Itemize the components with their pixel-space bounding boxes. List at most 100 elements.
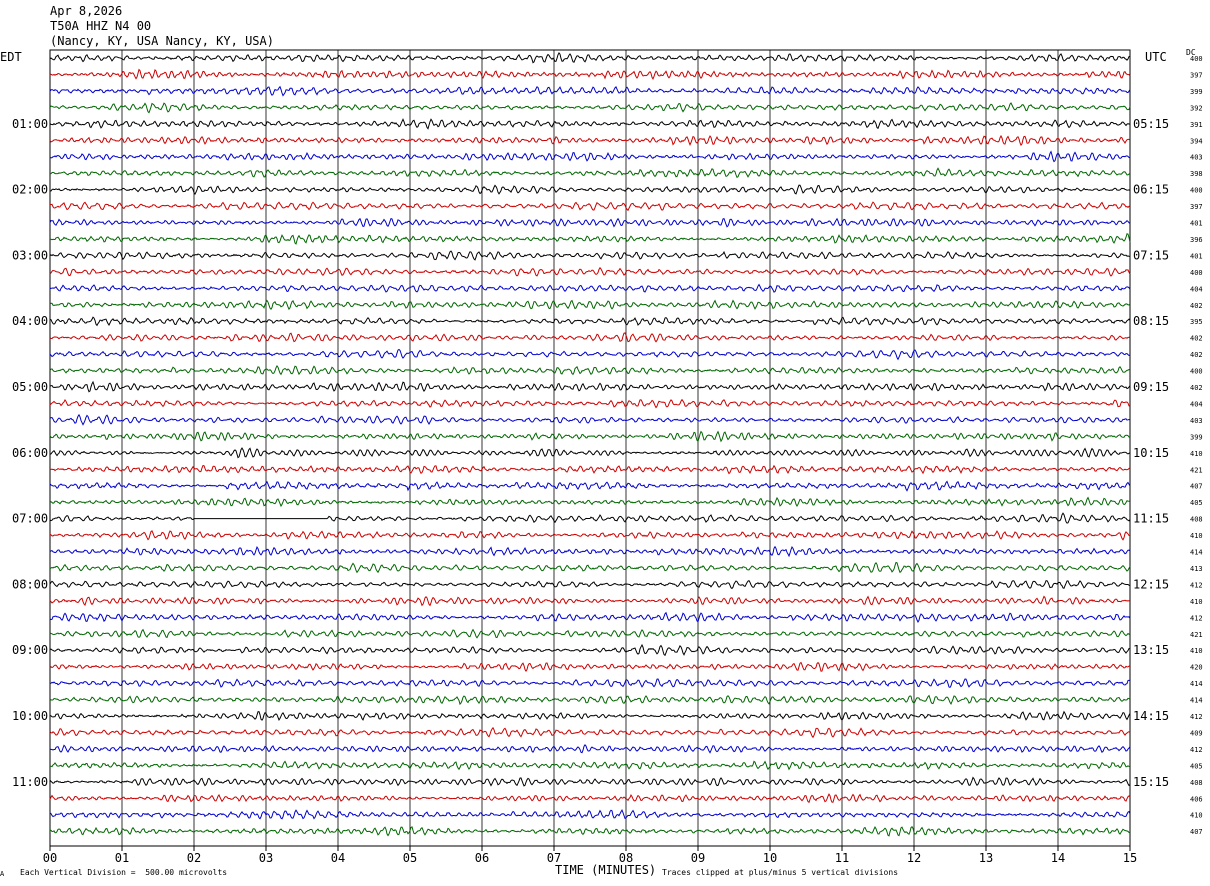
utc-hour-label: 15:15 xyxy=(1133,775,1169,789)
utc-hour-label: 12:15 xyxy=(1133,577,1169,591)
x-tick-label: 11 xyxy=(835,851,849,865)
dc-offset-label: 413 xyxy=(1190,565,1203,573)
dc-offset-label: 407 xyxy=(1190,828,1203,836)
seismic-trace xyxy=(49,447,1131,459)
dc-offset-label: 402 xyxy=(1190,302,1203,310)
plot-frame xyxy=(49,49,1131,847)
utc-hour-label: 07:15 xyxy=(1133,248,1169,262)
dc-offset-label: 400 xyxy=(1190,187,1203,195)
dc-offset-label: 408 xyxy=(1190,779,1203,787)
x-tick-label: 09 xyxy=(691,851,705,865)
dc-offset-label: 404 xyxy=(1190,285,1203,293)
dc-offset-label: 405 xyxy=(1190,762,1203,770)
x-axis-title: TIME (MINUTES) xyxy=(555,863,657,877)
x-tick-label: 14 xyxy=(1051,851,1065,865)
dc-offset-label: 400 xyxy=(1190,269,1203,277)
seismic-trace xyxy=(49,430,1131,443)
dc-offset-label: 392 xyxy=(1190,104,1203,112)
dc-offset-label: 398 xyxy=(1190,170,1203,178)
seismic-trace xyxy=(49,726,1131,739)
seismic-trace xyxy=(49,364,1131,376)
edt-hour-label: 09:00 xyxy=(12,643,48,657)
x-tick-label: 06 xyxy=(475,851,489,865)
seismic-trace xyxy=(49,233,1131,245)
dc-offset-label: 400 xyxy=(1190,55,1203,63)
utc-hour-label: 08:15 xyxy=(1133,314,1169,328)
seismic-trace xyxy=(49,595,1131,607)
edt-hour-label: 02:00 xyxy=(12,183,48,197)
utc-hour-label: 06:15 xyxy=(1133,183,1169,197)
x-tick-label: 05 xyxy=(403,851,417,865)
dc-column-label: DC xyxy=(1186,48,1196,57)
dc-offset-label: 391 xyxy=(1190,121,1203,129)
dc-offset-label: 410 xyxy=(1190,598,1203,606)
edt-hour-label: 07:00 xyxy=(12,512,48,526)
dc-offset-label: 399 xyxy=(1190,88,1203,96)
dc-offset-label: 402 xyxy=(1190,335,1203,343)
seismic-trace xyxy=(49,643,1131,657)
seismic-trace xyxy=(49,380,1131,393)
dc-offset-label: 401 xyxy=(1190,220,1203,228)
x-tick-label: 04 xyxy=(331,851,345,865)
seismic-trace xyxy=(49,250,1131,261)
seismic-trace xyxy=(49,661,1131,672)
seismic-trace xyxy=(49,102,1131,114)
seismic-trace xyxy=(49,760,1131,771)
seismic-trace xyxy=(49,134,1131,147)
dc-offset-label: 400 xyxy=(1190,368,1203,376)
x-tick-label: 12 xyxy=(907,851,921,865)
seismic-trace xyxy=(49,201,1131,212)
edt-hour-label: 10:00 xyxy=(12,709,48,723)
dc-offset-label: 409 xyxy=(1190,729,1203,737)
dc-offset-label: 412 xyxy=(1190,581,1203,589)
dc-offset-label: 421 xyxy=(1190,466,1203,474)
dc-offset-label: 406 xyxy=(1190,795,1203,803)
dc-offset-label: 403 xyxy=(1190,417,1203,425)
clip-note: Traces clipped at plus/minus 5 vertical … xyxy=(662,868,899,877)
seismic-trace xyxy=(49,413,1131,426)
dc-offset-label: 408 xyxy=(1190,516,1203,524)
dc-offset-label: 410 xyxy=(1190,812,1203,820)
title-location: (Nancy, KY, USA Nancy, KY, USA) xyxy=(50,34,274,48)
seismic-trace xyxy=(49,118,1131,130)
utc-hour-label: 09:15 xyxy=(1133,380,1169,394)
dc-offset-label: 410 xyxy=(1190,647,1203,655)
seismic-trace xyxy=(49,68,1131,81)
dc-offset-label: 399 xyxy=(1190,433,1203,441)
edt-hour-label: 03:00 xyxy=(12,248,48,262)
dc-offset-label: 396 xyxy=(1190,236,1203,244)
corner-mark: A xyxy=(0,870,5,878)
x-tick-label: 00 xyxy=(43,851,57,865)
dc-offset-label: 407 xyxy=(1190,483,1203,491)
dc-offset-label: 405 xyxy=(1190,499,1203,507)
utc-hour-label: 13:15 xyxy=(1133,643,1169,657)
seismic-trace xyxy=(49,52,1131,64)
dc-offset-label: 394 xyxy=(1190,137,1203,145)
seismic-trace xyxy=(49,283,1131,293)
seismic-trace xyxy=(49,398,1131,409)
seismic-trace xyxy=(49,184,1131,195)
dc-offset-label: 420 xyxy=(1190,664,1203,672)
seismic-trace xyxy=(49,480,1131,492)
edt-hour-label: 05:00 xyxy=(12,380,48,394)
seismic-trace xyxy=(49,167,1131,178)
dc-offset-label: 402 xyxy=(1190,384,1203,392)
seismic-trace xyxy=(49,776,1131,787)
seismic-trace xyxy=(49,743,1131,754)
seismic-trace xyxy=(49,809,1131,820)
x-tick-label: 03 xyxy=(259,851,273,865)
dc-offset-label: 414 xyxy=(1190,680,1203,688)
edt-hour-label: 06:00 xyxy=(12,446,48,460)
seismic-trace xyxy=(49,464,1131,475)
scale-note: Each Vertical Division = 500.00 microvol… xyxy=(20,868,228,877)
utc-hour-label: 05:15 xyxy=(1133,117,1169,131)
utc-axis-label: UTC xyxy=(1145,50,1167,64)
edt-hour-label: 08:00 xyxy=(12,577,48,591)
dc-offset-label: 404 xyxy=(1190,400,1203,408)
title-date: Apr 8,2026 xyxy=(50,4,123,18)
x-tick-label: 08 xyxy=(619,851,633,865)
seismic-trace xyxy=(49,299,1131,311)
utc-hour-label: 14:15 xyxy=(1133,709,1169,723)
dc-offset-label: 412 xyxy=(1190,614,1203,622)
seismic-trace xyxy=(49,496,1131,508)
